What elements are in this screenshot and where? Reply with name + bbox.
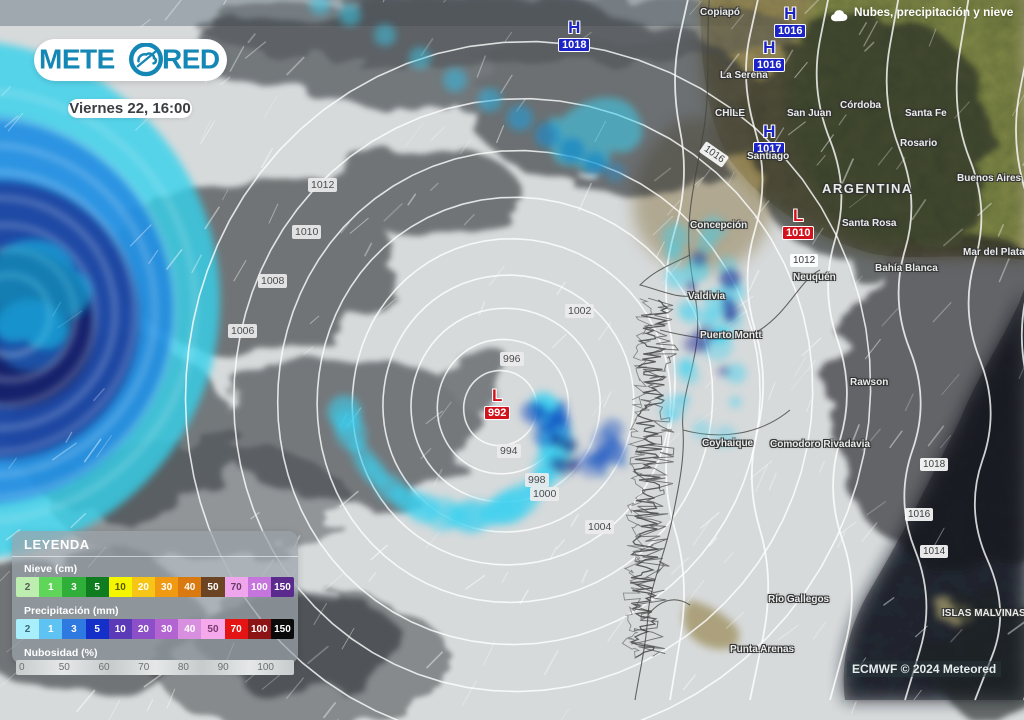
svg-text:METE: METE bbox=[39, 44, 115, 75]
svg-text:RED: RED bbox=[162, 44, 220, 75]
